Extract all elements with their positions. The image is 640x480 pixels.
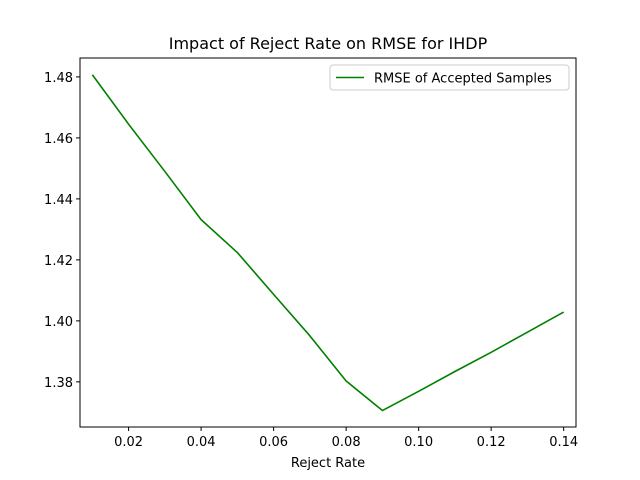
y-tick-label: 1.42 — [44, 254, 73, 269]
legend-label: RMSE of Accepted Samples — [374, 72, 552, 87]
x-tick-label: 0.02 — [114, 435, 143, 450]
legend: RMSE of Accepted Samples — [329, 64, 570, 91]
series-line — [91, 74, 565, 412]
y-tick-label: 1.44 — [44, 193, 73, 208]
axes-frame — [79, 57, 577, 428]
x-tick-label: 0.08 — [332, 435, 361, 450]
y-tick-label: 1.38 — [44, 376, 73, 391]
x-axis-label: Reject Rate — [291, 456, 365, 471]
x-tick-label: 0.04 — [187, 435, 216, 450]
ticks-group: 0.02 0.04 0.06 0.08 0.10 0.12 0.14 1.38 1.40 1.42… — [44, 71, 578, 450]
x-tick-label: 0.10 — [404, 435, 433, 450]
x-tick-label: 0.14 — [549, 435, 578, 450]
y-tick-label: 1.46 — [44, 132, 73, 147]
chart-title: Impact of Reject Rate on RMSE for IHDP — [169, 34, 488, 53]
legend-box — [329, 64, 570, 91]
x-tick-label: 0.12 — [477, 435, 506, 450]
y-tick-label: 1.40 — [44, 315, 73, 330]
plot-area — [91, 74, 565, 412]
y-tick-label: 1.48 — [44, 71, 73, 86]
x-tick-label: 0.06 — [259, 435, 288, 450]
